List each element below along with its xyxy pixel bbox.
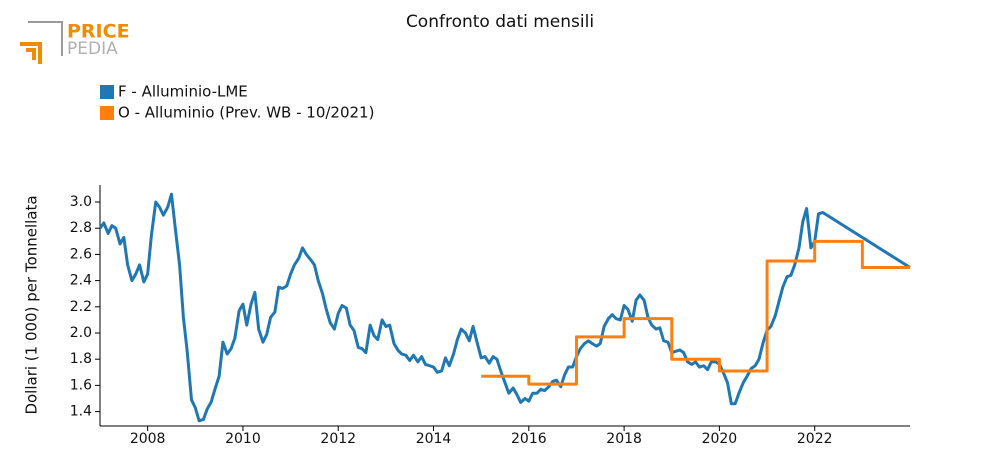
x-tick-label: 2012 [320,431,356,447]
logo-icon [28,21,63,56]
y-tick-label: 2.2 [70,299,92,315]
chart-title: Confronto dati mensili [406,12,594,32]
legend-label: O - Alluminio (Prev. WB - 10/2021) [118,104,374,122]
y-tick-label: 2.4 [70,273,92,289]
logo: PRICE PEDIA [20,21,130,64]
x-tick-label: 2010 [225,431,261,447]
line-series [98,192,911,423]
y-axis-label: Dollari (1 000) per Tonnellata [23,195,41,414]
y-tick-label: 2.8 [70,220,92,236]
x-tick-label: 2018 [606,431,642,447]
x-tick-label: 2014 [416,431,452,447]
x-tick-label: 2008 [130,431,166,447]
line-series [481,239,910,386]
y-tick-label: 2.6 [70,246,92,262]
legend-swatch [100,85,114,99]
logo-text: PRICE [67,21,130,43]
y-tick-label: 3.0 [70,194,92,210]
x-tick-label: 2016 [511,431,547,447]
x-tick-label: 2022 [797,431,833,447]
logo-text: PEDIA [67,39,118,59]
y-tick-label: 1.8 [70,351,92,367]
legend-label: F - Alluminio-LME [118,83,248,101]
legend-swatch [100,106,114,120]
y-tick-label: 2.0 [70,325,92,341]
y-tick-label: 1.6 [70,377,92,393]
y-tick-label: 1.4 [70,404,92,420]
x-tick-label: 2020 [702,431,738,447]
logo-icon [20,42,42,64]
